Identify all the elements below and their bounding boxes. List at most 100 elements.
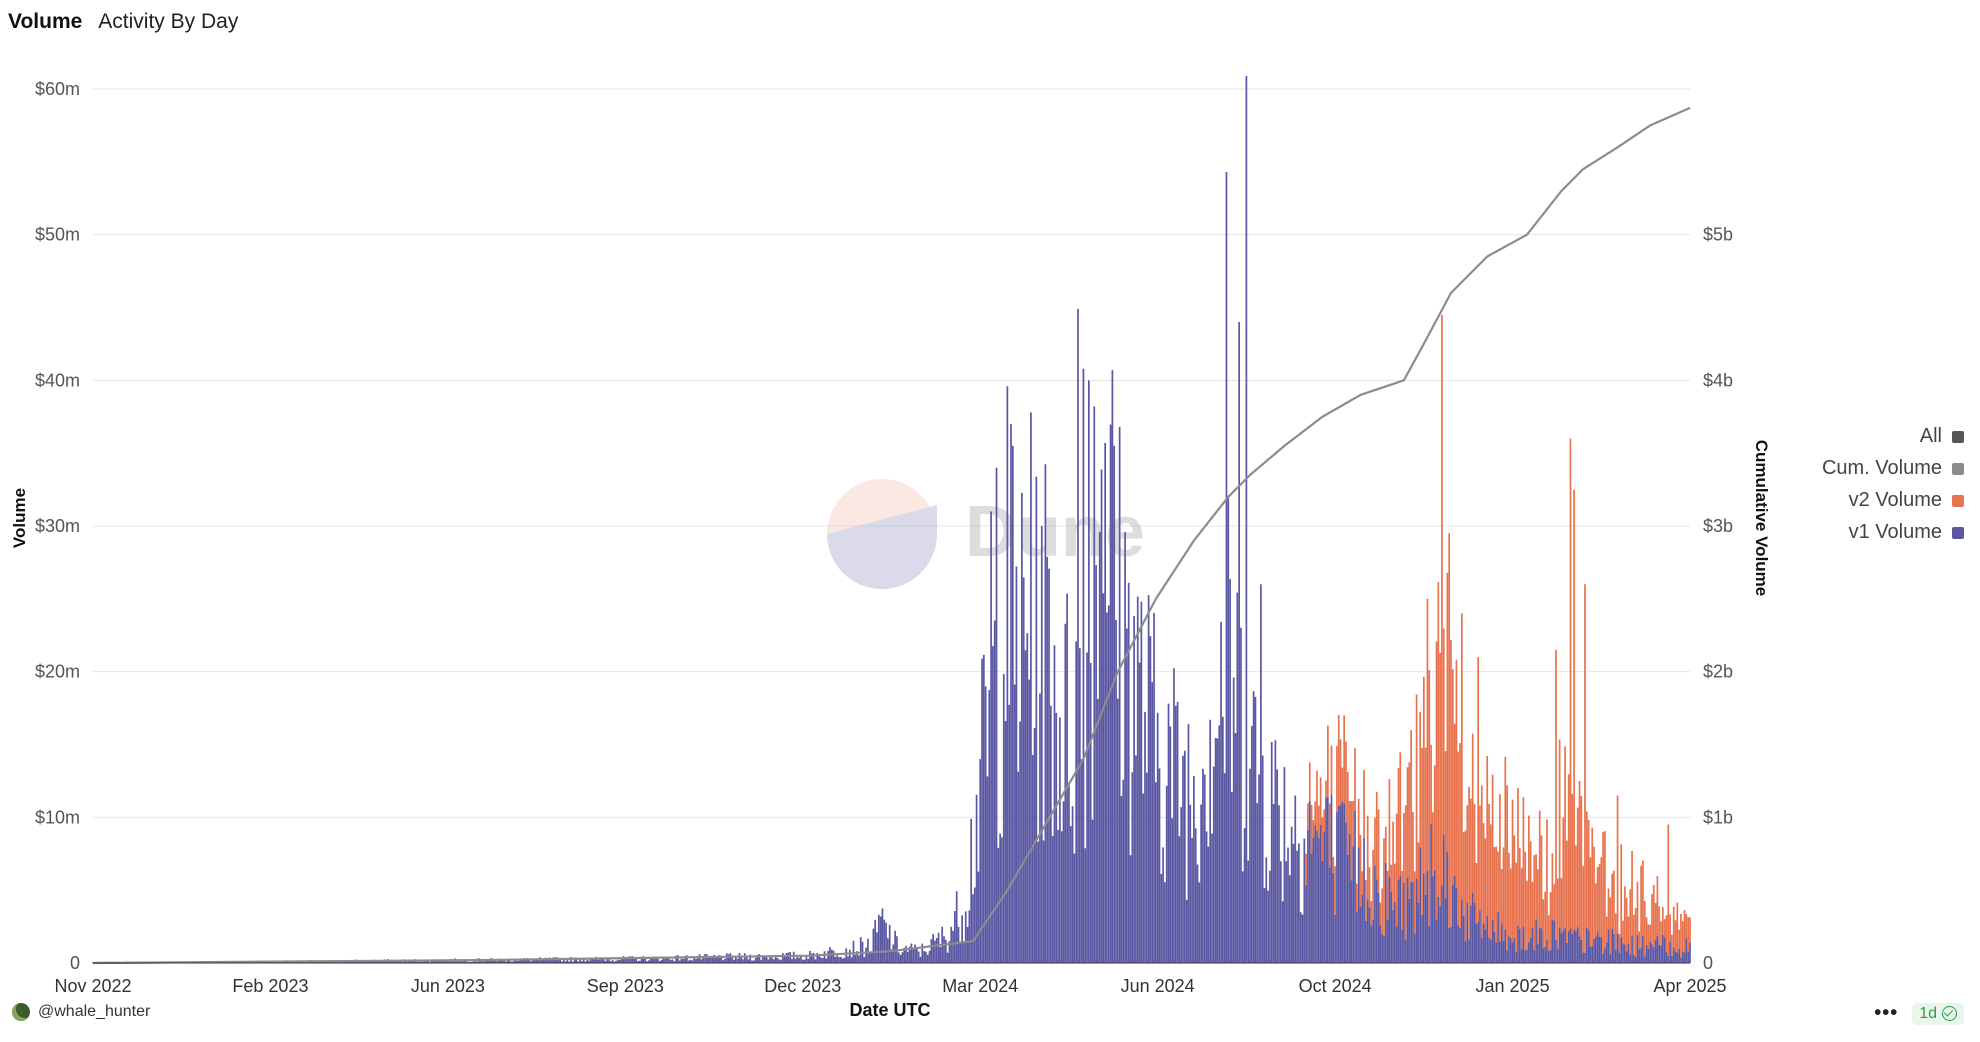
v1-volume-bar bbox=[1187, 724, 1190, 963]
v1-volume-bar bbox=[988, 690, 991, 963]
v2-volume-bar bbox=[1350, 801, 1353, 881]
v1-volume-bar bbox=[1473, 902, 1476, 963]
v1-volume-bar bbox=[1502, 941, 1505, 963]
v1-volume-bar bbox=[1321, 860, 1324, 963]
tab-activity-by-day[interactable]: Activity By Day bbox=[98, 10, 239, 33]
more-options-icon[interactable]: ••• bbox=[1874, 1002, 1899, 1024]
v1-volume-bar bbox=[1430, 823, 1432, 963]
author[interactable]: @whale_hunter bbox=[12, 1003, 150, 1021]
v1-volume-bar bbox=[970, 818, 973, 963]
v1-volume-bar bbox=[570, 957, 572, 963]
v1-volume-bar bbox=[669, 959, 672, 963]
v1-volume-bar bbox=[725, 953, 728, 963]
v1-volume-bar bbox=[622, 956, 625, 963]
v1-volume-bar bbox=[1129, 855, 1132, 963]
v1-volume-bar bbox=[749, 954, 752, 963]
tab-bar: Volume Activity By Day bbox=[8, 10, 238, 34]
v2-volume-bar bbox=[1638, 931, 1641, 950]
v1-volume-bar bbox=[1051, 836, 1054, 963]
v1-volume-bar bbox=[1062, 801, 1065, 963]
y-axis-left: 0 $10m $20m $30m $40m $50m $60m bbox=[35, 79, 80, 973]
legend-item-v1-volume[interactable]: v1 Volume bbox=[1849, 521, 1964, 544]
v1-volume-bar bbox=[1480, 937, 1483, 963]
v1-volume-bar bbox=[1547, 950, 1550, 963]
legend-item-all[interactable]: All bbox=[1920, 425, 1964, 448]
v2-volume-bar bbox=[1555, 649, 1557, 940]
v2-volume-bar bbox=[1618, 934, 1621, 953]
v1-volume-bar bbox=[497, 960, 500, 963]
v1-volume-bar bbox=[1515, 952, 1518, 963]
v1-volume-bar bbox=[986, 776, 989, 963]
v1-volume-bar bbox=[700, 959, 703, 963]
v2-volume-bar bbox=[1500, 868, 1503, 924]
v1-volume-bar bbox=[1180, 807, 1183, 963]
v1-volume-bar bbox=[827, 951, 829, 963]
v1-volume-bar bbox=[466, 961, 469, 963]
v1-volume-bar bbox=[1560, 933, 1563, 963]
v1-volume-bar bbox=[1011, 445, 1014, 963]
v1-volume-bar bbox=[743, 953, 746, 963]
v2-volume-bar bbox=[1466, 805, 1469, 903]
v2-volume-bar bbox=[1346, 771, 1349, 855]
v1-volume-bar bbox=[1350, 880, 1353, 963]
y2-tick-label: $2b bbox=[1703, 662, 1733, 682]
v2-volume-bar bbox=[1600, 857, 1603, 938]
v2-volume-bar bbox=[1370, 901, 1373, 926]
v2-volume-bar bbox=[1484, 838, 1487, 930]
v1-volume-bar bbox=[1100, 469, 1103, 963]
v1-volume-bar bbox=[588, 960, 590, 963]
v1-volume-bar bbox=[691, 960, 694, 963]
v1-volume-bar bbox=[561, 961, 563, 963]
v1-volume-bar bbox=[1147, 595, 1150, 963]
v1-volume-bar bbox=[1089, 662, 1092, 963]
v1-volume-bar bbox=[1504, 929, 1507, 963]
v1-volume-bar bbox=[573, 957, 576, 963]
v1-volume-bar bbox=[1265, 857, 1268, 963]
v2-volume-bar bbox=[1672, 906, 1675, 948]
v2-volume-bar bbox=[1576, 807, 1579, 928]
v1-volume-bar bbox=[1245, 75, 1248, 963]
v2-volume-bar bbox=[1375, 792, 1378, 880]
v2-volume-bar bbox=[1426, 598, 1429, 872]
refresh-interval-badge[interactable]: 1d bbox=[1912, 1002, 1964, 1025]
v1-volume-bar bbox=[542, 958, 545, 963]
v2-volume-bar bbox=[1645, 917, 1648, 946]
v1-volume-bar bbox=[1368, 907, 1371, 963]
v1-volume-bar bbox=[1460, 899, 1463, 963]
v1-volume-bar bbox=[738, 953, 741, 963]
v2-volume-bar bbox=[1308, 762, 1311, 801]
legend-item-v2-volume[interactable]: v2 Volume bbox=[1849, 489, 1964, 512]
v1-volume-bar bbox=[394, 961, 397, 963]
v2-volume-bar bbox=[1506, 785, 1508, 951]
v1-volume-bar bbox=[1073, 853, 1076, 963]
v2-volume-bar bbox=[1604, 831, 1606, 949]
v1-volume-bar bbox=[707, 956, 710, 963]
v1-volume-bar bbox=[416, 961, 418, 963]
v1-volume-bar bbox=[727, 954, 730, 963]
v1-volume-bar bbox=[867, 938, 869, 963]
v1-volume-bar bbox=[1415, 878, 1418, 963]
y2-tick-label: $3b bbox=[1703, 516, 1733, 536]
v1-volume-bar bbox=[955, 891, 958, 963]
v2-volume-bar bbox=[1337, 714, 1340, 806]
v1-volume-bar bbox=[506, 958, 509, 963]
legend-item-cum-volume[interactable]: Cum. Volume bbox=[1822, 457, 1964, 480]
x-axis-label: Date UTC bbox=[849, 1000, 930, 1020]
v1-volume-bar bbox=[1270, 741, 1273, 963]
v2-volume-bar bbox=[1421, 747, 1423, 915]
v1-volume-bar bbox=[646, 961, 648, 963]
v1-volume-bar bbox=[1285, 861, 1288, 963]
v1-volume-bar bbox=[1028, 679, 1030, 963]
v2-volume-bar bbox=[1508, 852, 1510, 937]
v1-volume-bar bbox=[1594, 936, 1597, 963]
v1-volume-bar bbox=[1410, 882, 1413, 963]
v1-volume-bar bbox=[1145, 772, 1148, 963]
v1-volume-bar bbox=[1064, 623, 1067, 963]
v1-volume-bar bbox=[441, 959, 444, 963]
tab-volume[interactable]: Volume bbox=[8, 10, 83, 33]
v1-volume-bar bbox=[798, 957, 801, 963]
v2-volume-bar bbox=[1647, 924, 1650, 949]
v2-volume-bar bbox=[1336, 746, 1338, 813]
v1-volume-bar bbox=[374, 961, 377, 963]
v1-volume-bar bbox=[581, 961, 583, 963]
